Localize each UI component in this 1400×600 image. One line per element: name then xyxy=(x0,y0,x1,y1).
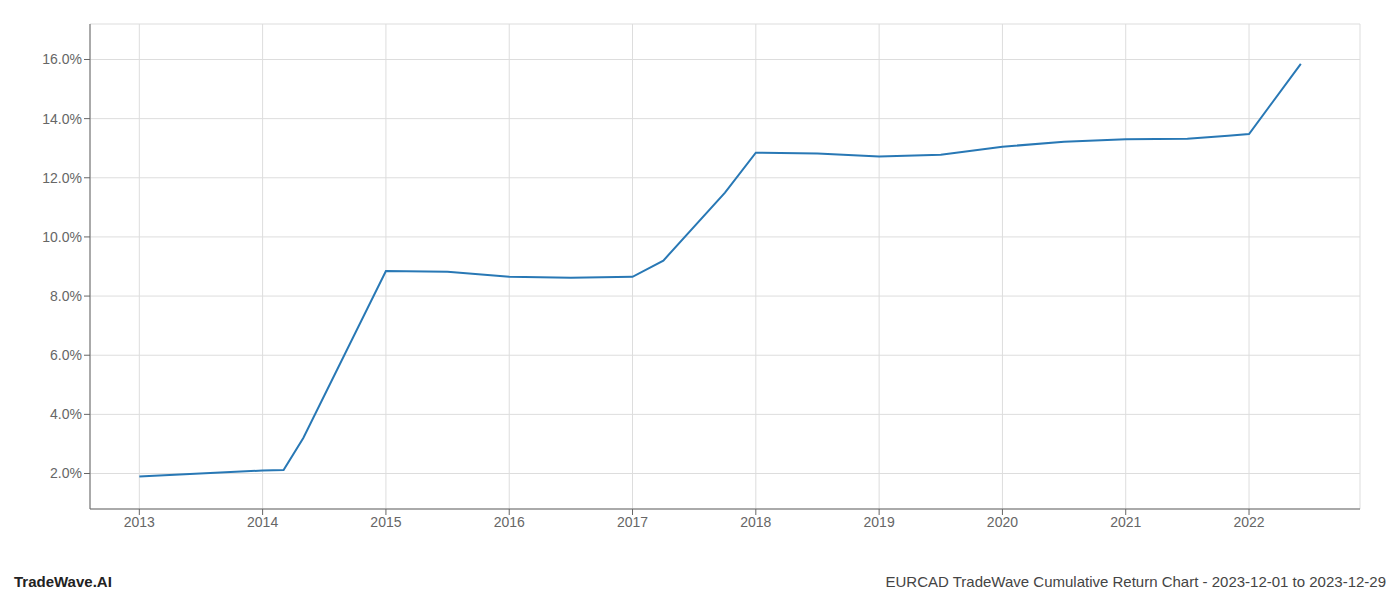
svg-text:16.0%: 16.0% xyxy=(42,51,82,67)
svg-text:14.0%: 14.0% xyxy=(42,111,82,127)
svg-text:2015: 2015 xyxy=(370,514,401,530)
svg-text:2014: 2014 xyxy=(247,514,278,530)
svg-text:2021: 2021 xyxy=(1110,514,1141,530)
svg-text:2016: 2016 xyxy=(494,514,525,530)
svg-text:8.0%: 8.0% xyxy=(50,288,82,304)
svg-text:2018: 2018 xyxy=(740,514,771,530)
svg-text:2020: 2020 xyxy=(987,514,1018,530)
svg-text:2013: 2013 xyxy=(124,514,155,530)
svg-text:6.0%: 6.0% xyxy=(50,347,82,363)
html-text:EURCAD TradeWave Cumulative Re: EURCAD TradeWave Cumulative Return Chart… xyxy=(885,573,1386,590)
svg-text:2017: 2017 xyxy=(617,514,648,530)
html-text:TradeWave.AI: TradeWave.AI xyxy=(14,573,112,590)
svg-text:2.0%: 2.0% xyxy=(50,465,82,481)
svg-text:2022: 2022 xyxy=(1233,514,1264,530)
svg-text:10.0%: 10.0% xyxy=(42,229,82,245)
svg-text:12.0%: 12.0% xyxy=(42,170,82,186)
svg-text:2019: 2019 xyxy=(864,514,895,530)
svg-text:4.0%: 4.0% xyxy=(50,406,82,422)
